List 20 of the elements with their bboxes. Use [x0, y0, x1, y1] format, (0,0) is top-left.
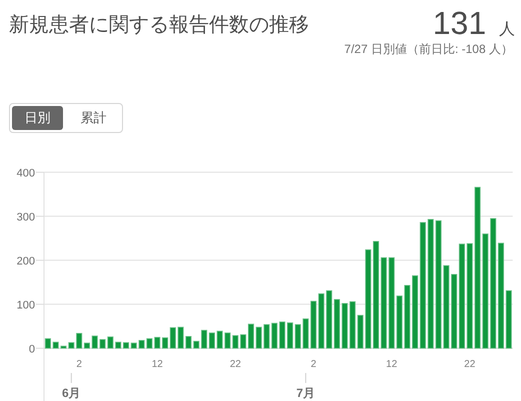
x2-tick-label: 6月 — [62, 386, 81, 400]
x-tick-label: 22 — [230, 359, 242, 370]
y-tick-label: 300 — [16, 211, 35, 224]
y-tick-label: 200 — [16, 255, 35, 268]
y-tick-label: 0 — [28, 343, 35, 356]
text: 累計 — [68, 106, 119, 130]
y-tick-label: 100 — [16, 299, 35, 312]
chart-title: 新規患者に関する報告件数の推移 — [9, 14, 309, 36]
chart-subtitle: 7/27 日別値（前日比: -108 人） — [344, 42, 513, 57]
x-tick-label: 2 — [310, 359, 317, 370]
x-tick-label: 12 — [152, 359, 164, 370]
bar — [310, 300, 317, 349]
text: 131 人 — [432, 5, 515, 41]
bar — [372, 240, 380, 349]
x-tick-label: 22 — [464, 359, 476, 370]
text: 日別 — [12, 106, 63, 130]
x2-tick-label: 7月 — [296, 386, 316, 400]
y-tick-label: 400 — [16, 167, 35, 180]
x-tick-label: 12 — [386, 359, 398, 370]
x-tick-label: 2 — [76, 359, 82, 370]
